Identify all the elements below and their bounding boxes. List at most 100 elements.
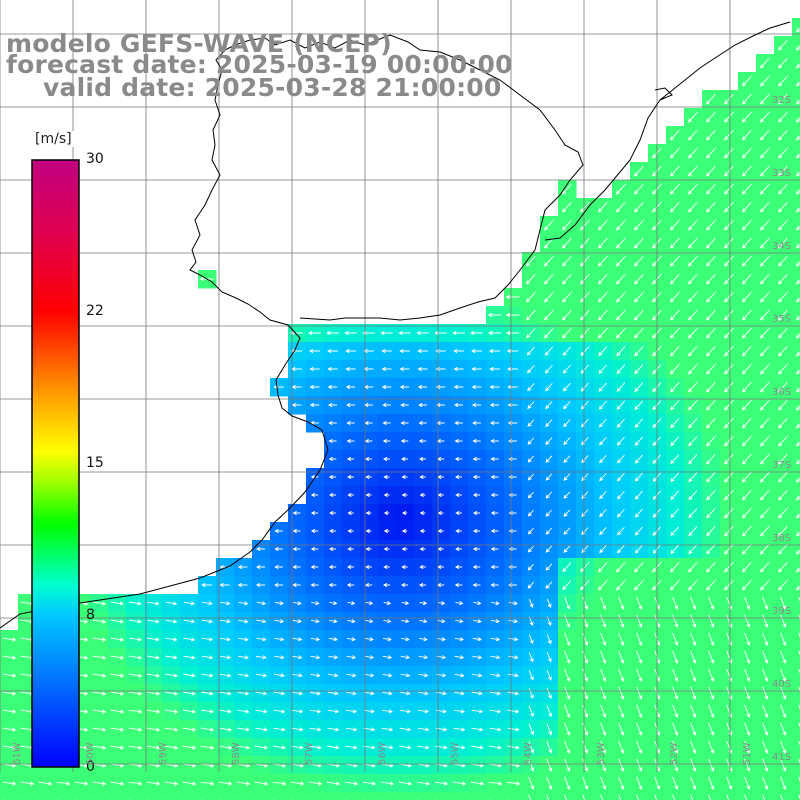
wind-arrow xyxy=(490,546,499,552)
wind-arrow xyxy=(472,546,481,552)
wind-arrow xyxy=(636,614,643,628)
wind-arrow xyxy=(634,183,644,195)
wind-arrow xyxy=(328,474,337,480)
wind-arrow xyxy=(564,758,571,772)
wind-arrow xyxy=(92,781,107,786)
wind-arrow xyxy=(310,655,321,660)
wind-cell xyxy=(630,792,649,800)
wind-arrow xyxy=(706,345,716,357)
wind-arrow xyxy=(634,579,644,591)
wind-cell xyxy=(144,792,163,800)
wind-arrow xyxy=(489,727,502,732)
wind-arrow xyxy=(545,581,553,589)
wind-arrow xyxy=(778,111,788,123)
wind-arrow xyxy=(708,722,715,736)
wind-arrow xyxy=(526,291,536,303)
wind-arrow xyxy=(399,727,412,732)
wind-arrow xyxy=(365,619,374,624)
wind-arrow xyxy=(760,273,770,285)
wind-arrow xyxy=(670,400,680,411)
wind-arrow xyxy=(796,99,800,105)
wind-arrow xyxy=(670,201,680,213)
wind-arrow xyxy=(527,455,535,463)
wind-arrow xyxy=(744,722,751,736)
wind-arrow xyxy=(329,492,337,498)
wind-arrow xyxy=(742,291,752,303)
wind-arrow xyxy=(274,637,285,642)
wind-arrow xyxy=(670,526,680,536)
wind-arrow xyxy=(760,363,770,375)
wind-arrow xyxy=(292,619,303,624)
wind-cell xyxy=(324,792,343,800)
wind-arrow xyxy=(182,745,197,750)
wind-arrow xyxy=(672,614,679,628)
wind-arrow xyxy=(760,219,770,231)
wind-arrow xyxy=(760,201,770,213)
wind-arrow xyxy=(688,363,698,375)
wind-arrow xyxy=(706,237,716,249)
wind-arrow xyxy=(796,495,800,501)
wind-arrow xyxy=(562,273,572,285)
wind-arrow xyxy=(706,561,716,573)
wind-arrow xyxy=(582,740,589,754)
wind-arrow xyxy=(796,279,800,285)
wind-arrow xyxy=(345,727,358,732)
wind-arrow xyxy=(380,330,393,336)
wind-arrow xyxy=(381,745,394,750)
wind-arrow xyxy=(670,237,680,249)
wind-arrow xyxy=(546,652,552,663)
wind-arrow xyxy=(580,273,590,285)
wind-arrow xyxy=(742,237,752,249)
wind-arrow xyxy=(345,366,356,372)
wind-arrow xyxy=(256,619,267,624)
wind-arrow xyxy=(310,420,319,426)
wind-arrow xyxy=(744,740,751,754)
wind-arrow xyxy=(634,346,644,357)
wind-arrow xyxy=(760,345,770,357)
wind-arrow xyxy=(760,57,770,69)
wind-arrow xyxy=(688,345,698,357)
wind-arrow xyxy=(599,545,607,554)
wind-arrow xyxy=(310,546,319,552)
wind-arrow xyxy=(472,582,481,588)
wind-arrow xyxy=(742,201,752,213)
wind-arrow xyxy=(399,384,410,390)
wind-cell xyxy=(792,234,800,253)
wind-arrow xyxy=(418,402,427,408)
wind-arrow xyxy=(742,93,752,105)
wind-arrow xyxy=(417,366,428,372)
wind-arrow xyxy=(346,637,356,642)
wind-arrow xyxy=(274,582,283,588)
wind-arrow xyxy=(506,781,521,786)
wind-cell xyxy=(792,648,800,667)
wind-arrow xyxy=(598,364,608,374)
wind-arrow xyxy=(760,453,770,465)
wind-arrow xyxy=(670,472,680,483)
wind-arrow xyxy=(778,381,788,393)
wind-arrow xyxy=(381,384,392,390)
wind-arrow xyxy=(38,781,53,786)
wind-cell xyxy=(0,792,19,800)
wind-arrow xyxy=(742,399,752,411)
wind-arrow xyxy=(670,544,680,555)
wind-arrow xyxy=(364,655,375,660)
wind-arrow xyxy=(365,546,372,552)
wind-arrow xyxy=(164,691,179,696)
wind-arrow xyxy=(490,655,501,660)
wind-arrow xyxy=(744,758,751,772)
wind-arrow xyxy=(164,745,179,750)
latitude-label: 32S xyxy=(772,95,792,106)
wind-arrow xyxy=(435,745,448,750)
wind-arrow xyxy=(724,525,734,537)
wind-arrow xyxy=(688,291,698,303)
wind-arrow xyxy=(362,781,377,786)
wind-arrow xyxy=(128,781,143,786)
wind-arrow xyxy=(346,456,355,462)
wind-arrow xyxy=(672,776,679,790)
wind-arrow xyxy=(706,201,716,213)
wind-arrow xyxy=(617,526,625,536)
wind-arrow xyxy=(454,438,463,444)
wind-arrow xyxy=(417,745,430,750)
wind-arrow xyxy=(616,273,626,285)
wind-arrow xyxy=(796,153,800,159)
